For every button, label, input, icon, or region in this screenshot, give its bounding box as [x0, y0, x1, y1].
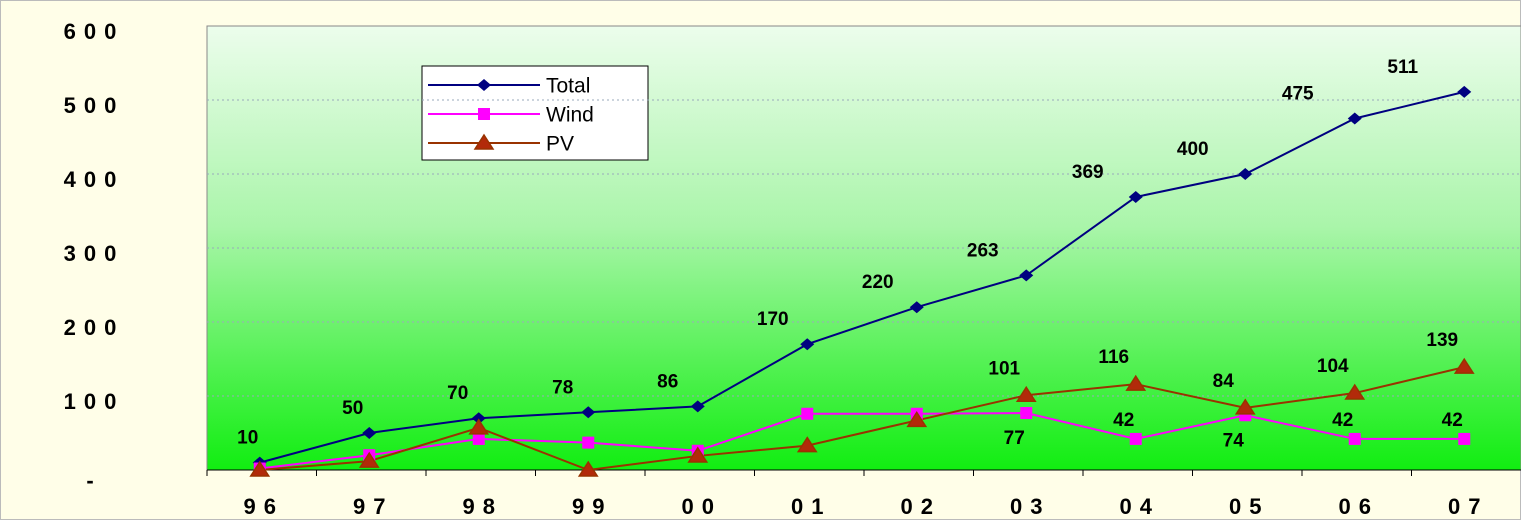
marker-diamond: [690, 400, 705, 413]
data-label: 86: [657, 371, 678, 392]
marker-triangle: [1453, 357, 1475, 374]
data-label: 50: [342, 398, 363, 419]
marker-triangle: [1125, 374, 1147, 391]
marker-diamond: [1128, 190, 1143, 203]
marker-diamond: [1347, 112, 1362, 125]
data-label: 116: [1098, 347, 1129, 368]
data-label: 511: [1387, 57, 1418, 78]
data-label: 220: [862, 272, 894, 293]
x-tick-label: 04: [1120, 494, 1160, 519]
y-tick-label: -: [86, 468, 101, 493]
x-tick-label: 97: [353, 494, 393, 519]
marker-diamond: [581, 406, 596, 419]
marker-triangle: [687, 446, 709, 463]
marker-diamond: [362, 427, 377, 439]
legend: Total Wind PV: [421, 65, 649, 161]
marker-triangle: [468, 418, 490, 435]
x-tick-label: 99: [572, 494, 612, 519]
marker-triangle: [1015, 385, 1037, 403]
data-label: 263: [967, 240, 999, 261]
data-label: 78: [552, 377, 573, 398]
legend-label: PV: [546, 133, 574, 156]
marker-square: [478, 108, 490, 120]
marker-diamond: [477, 79, 491, 91]
marker-diamond: [1238, 168, 1253, 180]
data-label: 70: [447, 383, 468, 404]
series-line: [259, 366, 1465, 472]
marker-square: [1129, 432, 1142, 445]
marker-triangle: [906, 411, 928, 428]
marker-triangle: [577, 460, 599, 477]
data-label: 400: [1177, 139, 1209, 160]
x-tick-label: 01: [791, 494, 831, 519]
marker-triangle: [1234, 398, 1256, 415]
x-tick-label: 05: [1229, 494, 1269, 519]
marker-triangle: [358, 451, 380, 468]
data-label: 84: [1213, 371, 1235, 392]
x-tick-label: 98: [463, 494, 503, 519]
marker-square: [1020, 407, 1033, 420]
marker-square: [801, 407, 814, 420]
legend-label: Wind: [546, 104, 594, 127]
y-tick-label: 600: [64, 19, 125, 44]
x-tick-label: 00: [682, 494, 722, 519]
x-tick-label: 96: [244, 494, 284, 519]
data-label: 77: [1004, 428, 1025, 449]
data-label: 42: [1442, 410, 1463, 431]
y-tick-label: 200: [64, 315, 125, 340]
data-label: 369: [1072, 162, 1104, 183]
series-line: [259, 412, 1465, 470]
data-label: 101: [988, 358, 1020, 379]
marker-square: [472, 432, 485, 445]
data-label: 10: [237, 428, 258, 449]
marker-triangle: [1344, 383, 1366, 400]
marker-diamond: [909, 301, 924, 314]
y-tick-label: 400: [64, 167, 125, 192]
x-tick-label: 02: [901, 494, 941, 519]
y-tick-label: 300: [64, 241, 125, 266]
data-label: 475: [1282, 84, 1314, 105]
series-line: [259, 90, 1465, 464]
data-label: 42: [1113, 410, 1134, 431]
legend-label: Total: [546, 75, 590, 98]
marker-square: [1348, 432, 1361, 445]
marker-triangle: [796, 436, 818, 453]
marker-triangle: [249, 460, 271, 477]
marker-square: [582, 436, 595, 449]
marker-diamond: [471, 412, 486, 425]
x-tick-label: 03: [1010, 494, 1050, 519]
marker-triangle: [473, 133, 495, 150]
data-label: 42: [1332, 410, 1353, 431]
marker-square: [1458, 432, 1471, 445]
marker-diamond: [800, 338, 815, 351]
data-label: 74: [1223, 430, 1245, 451]
y-tick-label: 100: [64, 389, 125, 414]
marker-diamond: [1019, 269, 1034, 282]
x-tick-label: 07: [1448, 494, 1488, 519]
y-tick-label: 500: [64, 93, 125, 118]
data-label: 104: [1317, 356, 1349, 377]
x-tick-label: 06: [1339, 494, 1379, 519]
data-label: 170: [757, 309, 789, 330]
marker-diamond: [1457, 85, 1472, 98]
data-label: 139: [1426, 330, 1458, 351]
